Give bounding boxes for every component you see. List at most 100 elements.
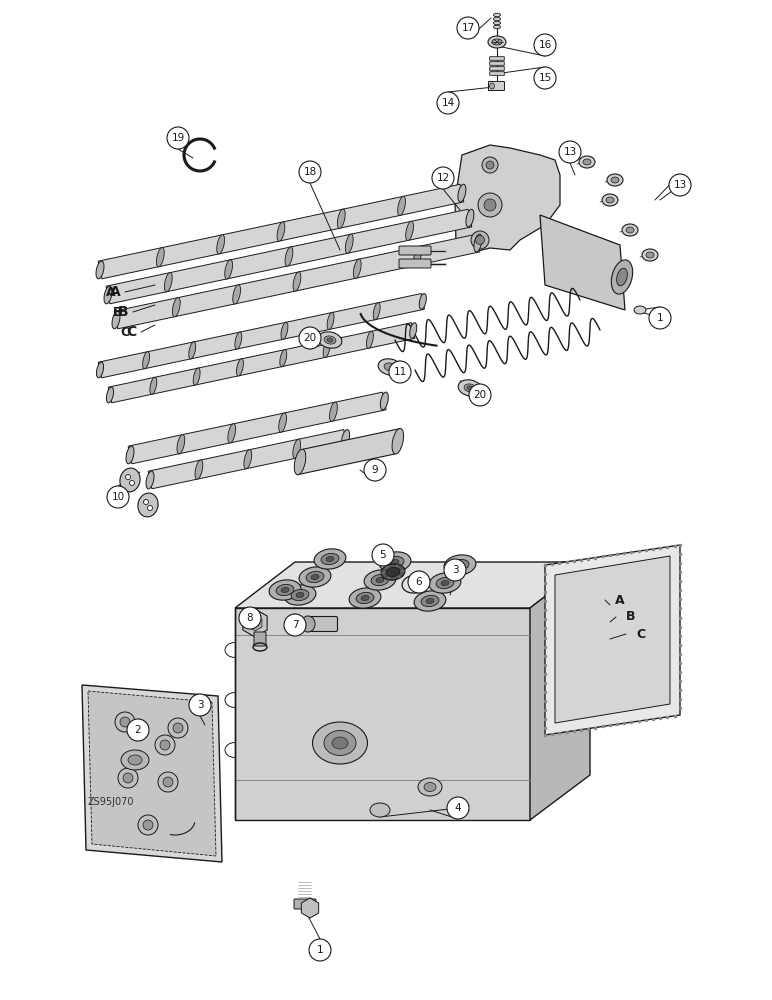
Ellipse shape [277, 222, 285, 241]
Ellipse shape [373, 303, 380, 320]
Polygon shape [297, 428, 401, 475]
Circle shape [127, 719, 149, 741]
Ellipse shape [96, 362, 103, 378]
Ellipse shape [371, 574, 389, 586]
Text: A: A [106, 286, 116, 298]
Ellipse shape [146, 471, 154, 489]
Text: 13: 13 [564, 147, 577, 157]
Text: 20: 20 [473, 390, 486, 400]
Ellipse shape [120, 468, 140, 492]
Circle shape [476, 235, 485, 244]
Text: 8: 8 [247, 613, 253, 623]
Circle shape [649, 307, 671, 329]
Ellipse shape [281, 587, 289, 593]
Polygon shape [455, 145, 560, 255]
Ellipse shape [269, 580, 301, 600]
Ellipse shape [193, 368, 200, 385]
Circle shape [299, 161, 321, 183]
Ellipse shape [306, 571, 324, 583]
Polygon shape [106, 209, 472, 304]
Circle shape [168, 718, 188, 738]
Ellipse shape [464, 384, 476, 392]
Circle shape [534, 67, 556, 89]
Circle shape [123, 773, 133, 783]
Ellipse shape [293, 439, 300, 459]
Ellipse shape [646, 252, 654, 258]
Ellipse shape [128, 755, 142, 765]
Ellipse shape [414, 591, 446, 611]
Text: ZS95J070: ZS95J070 [88, 797, 134, 807]
Ellipse shape [617, 268, 628, 286]
FancyBboxPatch shape [254, 632, 266, 646]
Circle shape [408, 571, 430, 593]
Ellipse shape [337, 209, 345, 228]
FancyBboxPatch shape [489, 72, 504, 75]
Ellipse shape [143, 352, 150, 369]
Ellipse shape [406, 221, 414, 241]
Ellipse shape [189, 342, 195, 359]
Ellipse shape [244, 449, 252, 469]
Ellipse shape [634, 306, 646, 314]
Ellipse shape [150, 377, 157, 394]
Ellipse shape [276, 584, 294, 596]
Ellipse shape [456, 562, 464, 568]
FancyBboxPatch shape [399, 246, 431, 255]
Ellipse shape [602, 194, 618, 206]
Ellipse shape [467, 386, 473, 390]
Text: 3: 3 [197, 700, 203, 710]
Ellipse shape [492, 39, 502, 45]
Circle shape [432, 167, 454, 189]
Ellipse shape [436, 577, 454, 589]
Text: 18: 18 [303, 167, 317, 177]
Polygon shape [235, 562, 590, 608]
Ellipse shape [342, 430, 350, 447]
Ellipse shape [364, 570, 396, 590]
Ellipse shape [419, 294, 426, 309]
Ellipse shape [418, 778, 442, 796]
Circle shape [559, 141, 581, 163]
Circle shape [486, 161, 494, 169]
Ellipse shape [177, 434, 185, 454]
Text: 20: 20 [303, 333, 317, 343]
Ellipse shape [330, 402, 337, 421]
Circle shape [437, 92, 459, 114]
Text: 1: 1 [657, 313, 663, 323]
Text: A: A [615, 593, 625, 606]
Ellipse shape [327, 338, 333, 342]
Ellipse shape [606, 197, 614, 203]
Circle shape [372, 544, 394, 566]
Ellipse shape [323, 340, 330, 358]
Circle shape [482, 157, 498, 173]
FancyBboxPatch shape [489, 82, 504, 91]
Ellipse shape [327, 312, 334, 330]
Ellipse shape [296, 592, 304, 598]
Circle shape [130, 481, 134, 486]
Text: A: A [110, 285, 120, 299]
Circle shape [471, 231, 489, 249]
Circle shape [189, 694, 211, 716]
Text: 4: 4 [455, 803, 462, 813]
Ellipse shape [611, 177, 619, 183]
Text: 19: 19 [171, 133, 185, 143]
Polygon shape [98, 294, 425, 378]
Ellipse shape [126, 446, 134, 464]
Circle shape [469, 384, 491, 406]
Circle shape [447, 797, 469, 819]
Ellipse shape [451, 559, 469, 571]
Circle shape [155, 735, 175, 755]
Ellipse shape [321, 553, 339, 565]
Ellipse shape [489, 83, 495, 89]
Polygon shape [530, 562, 590, 820]
Text: 5: 5 [380, 550, 386, 560]
Ellipse shape [414, 246, 422, 266]
Ellipse shape [474, 234, 482, 252]
Ellipse shape [236, 359, 243, 376]
Ellipse shape [326, 556, 334, 562]
Polygon shape [555, 556, 670, 723]
Ellipse shape [345, 234, 353, 253]
Circle shape [173, 723, 183, 733]
Ellipse shape [493, 17, 500, 21]
Text: C: C [636, 628, 645, 641]
Ellipse shape [493, 25, 500, 29]
Ellipse shape [367, 331, 374, 348]
